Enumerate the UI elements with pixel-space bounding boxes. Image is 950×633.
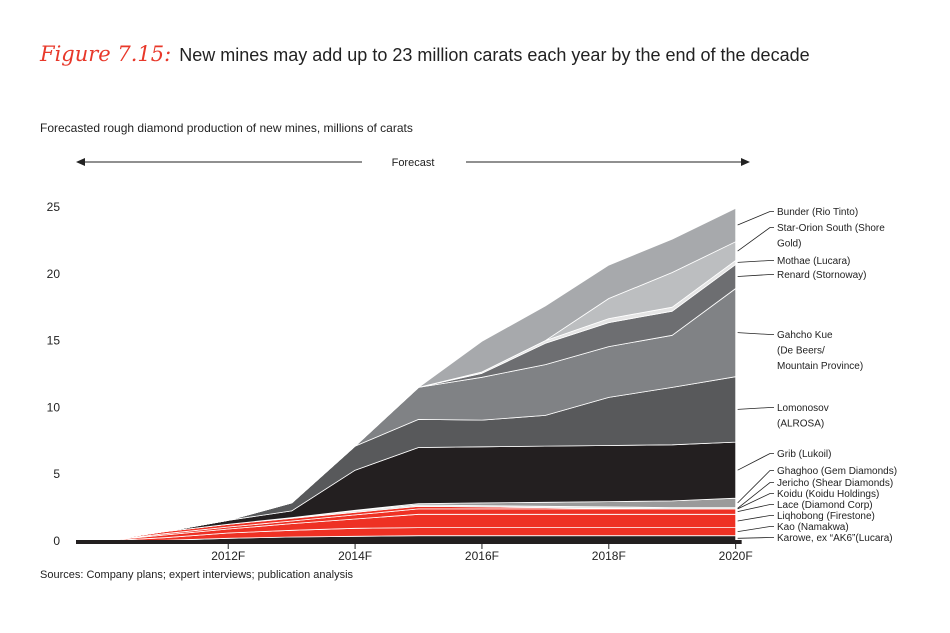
leader-liqhobong-firestone [737,515,774,522]
leader-jericho-shear-diamonds [737,482,774,509]
annotation-renard-stornoway: Renard (Stornoway) [777,270,866,281]
annotation-gahcho-kue-de-beers-mountain-province: Gahcho Kue (De Beers/Mountain Province) [777,330,863,372]
x-axis: 2012F 2014F 2016F 2018F 2020F [211,544,753,563]
leader-mothae-lucara [737,260,774,263]
y-tick-label: 0 [53,534,60,548]
annotation-jericho-shear-diamonds: Jericho (Shear Diamonds) [777,478,893,489]
chart-title: Figure 7.15: New mines may add up to 23 m… [40,42,810,66]
y-tick-label: 15 [47,334,61,348]
forecast-arrowhead-left [76,158,85,166]
annotation-leaders [737,211,774,539]
annotation-kao-namakwa: Kao (Namakwa) [777,522,849,533]
y-tick-label: 10 [47,400,61,414]
leader-lomonosov-alrosa [737,407,774,410]
annotation-mothae-lucara: Mothae (Lucara) [777,256,850,267]
leader-karowe-ex-ak6-lucara [737,537,774,539]
y-tick-label: 5 [53,467,60,481]
baseline-bar [76,540,742,544]
forecast-label: Forecast [392,157,435,169]
figure-number: Figure 7.15: [40,42,172,66]
annotation-labels: Bunder (Rio Tinto) Star-Orion South (Shor… [777,207,897,544]
leader-star-orion-south-shore-gold [737,227,774,252]
source-note: Sources: Company plans; expert interview… [40,569,354,581]
y-axis: 0 5 10 15 20 25 [47,200,61,548]
leader-bunder-rio-tinto [737,211,774,226]
forecast-arrowhead-right [741,158,750,166]
y-tick-label: 25 [47,200,61,214]
annotation-lomonosov-alrosa: Lomonosov (ALROSA) [777,403,829,430]
leader-grib-lukoil [737,453,774,471]
leader-lace-diamond-corp [737,504,774,512]
x-tick-label: 2018F [592,549,626,563]
annotation-karowe-ex-ak6-lucara: Karowe, ex “AK6”(Lucara) [777,533,893,544]
annotation-bunder-rio-tinto: Bunder (Rio Tinto) [777,207,858,218]
leader-kao-namakwa [737,526,774,532]
annotation-liqhobong-firestone: Liqhobong (Firestone) [777,511,875,522]
y-tick-label: 20 [47,267,61,281]
x-tick-label: 2016F [465,549,499,563]
area-bunder-rio-tinto [101,207,737,542]
x-axis-baseline [76,540,742,544]
x-tick-label: 2020F [719,549,753,563]
annotation-ghaghoo-gem-diamonds: Ghaghoo (Gem Diamonds) [777,466,897,477]
series-areas [101,207,737,542]
x-tick-label: 2014F [338,549,372,563]
annotation-star-orion-south-shore-gold: Star-Orion South (Shore Gold) [777,223,885,250]
annotation-grib-lukoil: Grib (Lukoil) [777,449,831,460]
figure-title-text: New mines may add up to 23 million carat… [179,45,810,65]
chart-subtitle: Forecasted rough diamond production of n… [40,121,413,135]
x-tick-label: 2012F [211,549,245,563]
leader-koidu-koidu-holdings [737,493,774,510]
annotation-lace-diamond-corp: Lace (Diamond Corp) [777,500,873,511]
leader-renard-stornoway [737,274,774,277]
annotation-koidu-koidu-holdings: Koidu (Koidu Holdings) [777,489,879,500]
leader-gahcho-kue-de-beers-mountain-province [737,332,774,335]
leader-ghaghoo-gem-diamonds [737,470,774,504]
forecast-band: Forecast [76,157,750,169]
